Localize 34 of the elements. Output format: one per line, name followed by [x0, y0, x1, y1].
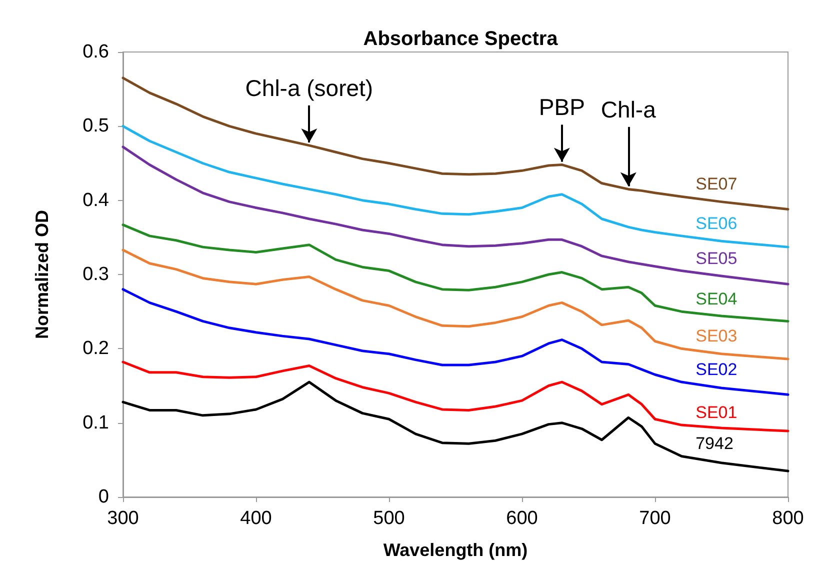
line-series	[122, 146, 790, 286]
series-label: SE02	[696, 360, 738, 380]
line-series	[122, 248, 790, 360]
line-series	[122, 360, 790, 432]
series-label: SE05	[696, 248, 738, 268]
x-tick-label: 500	[373, 508, 405, 529]
chart-title: Absorbance Spectra	[363, 28, 559, 50]
line-series	[122, 380, 790, 472]
x-tick-label: 300	[107, 508, 139, 529]
series-label: SE03	[696, 326, 738, 346]
y-tick-label: 0.3	[82, 264, 109, 285]
series-label: SE06	[696, 214, 738, 233]
annotation: Chl-a	[600, 96, 656, 122]
line-series	[122, 124, 790, 248]
series-label: SE04	[696, 290, 738, 309]
x-tick-label: 400	[240, 508, 272, 529]
x-tick-label: 600	[506, 508, 538, 529]
series-label: 7942	[696, 434, 734, 454]
y-tick-label: 0.2	[82, 338, 109, 360]
x-tick-label: 800	[772, 508, 804, 529]
line-series	[122, 288, 790, 396]
x-axis-title: Wavelength (nm)	[383, 540, 528, 560]
y-tick-label: 0	[98, 486, 109, 508]
y-tick-label: 0.5	[82, 116, 109, 137]
x-tick-label: 700	[639, 508, 671, 529]
series-label: SE01	[696, 403, 738, 422]
y-tick-label: 0.1	[82, 412, 109, 434]
annotation: Chl-a (soret)	[245, 74, 374, 101]
series-label: SE07	[696, 174, 738, 194]
annotation: PBP	[538, 94, 585, 120]
line-series	[122, 76, 790, 210]
y-tick-label: 0.6	[82, 42, 109, 62]
y-axis-title: Normalized OD	[32, 210, 52, 340]
y-tick-label: 0.4	[82, 190, 110, 211]
